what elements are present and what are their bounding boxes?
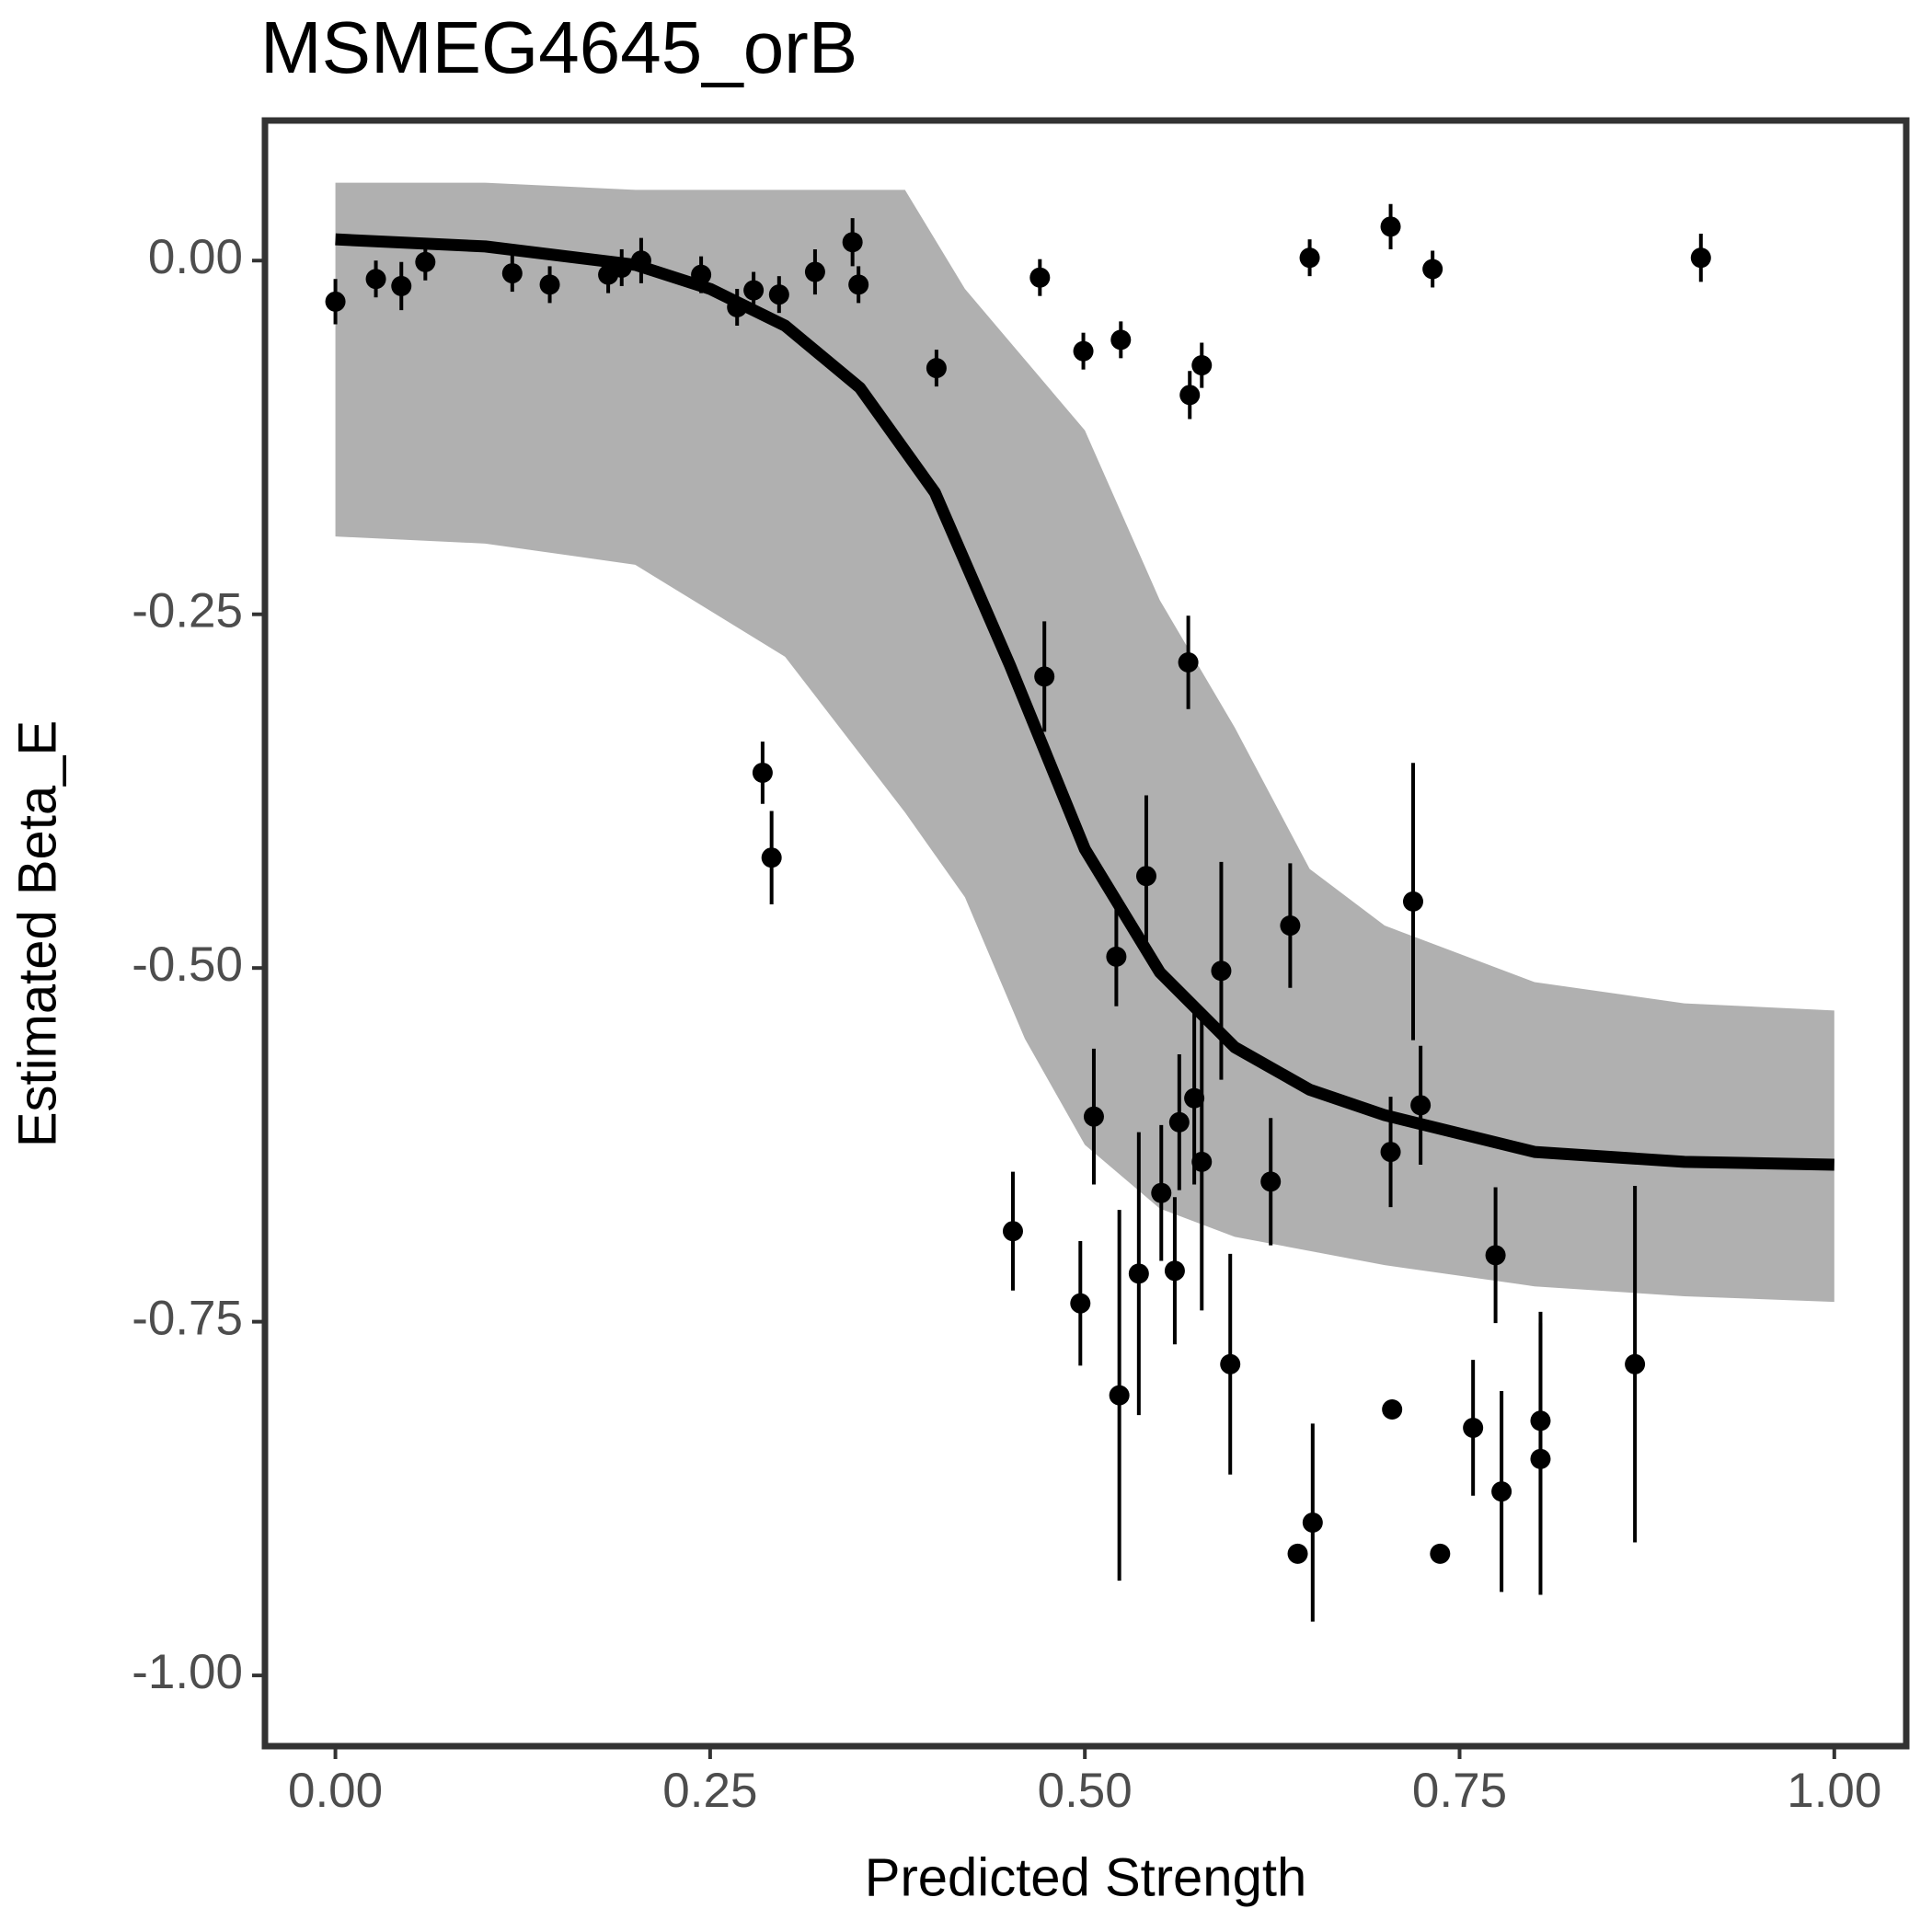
x-tick-label: 0.00 — [288, 1764, 383, 1818]
point — [1302, 1512, 1323, 1534]
point — [1184, 1087, 1205, 1109]
point — [1380, 1142, 1401, 1163]
point — [415, 251, 436, 272]
point — [1280, 915, 1301, 937]
point — [1168, 1111, 1190, 1133]
point — [1034, 666, 1055, 687]
x-tick-label: 1.00 — [1787, 1764, 1881, 1818]
point — [842, 232, 863, 253]
point — [1211, 960, 1232, 982]
point — [1070, 1293, 1091, 1314]
point — [1299, 247, 1320, 269]
point — [1135, 866, 1156, 887]
point — [630, 250, 651, 271]
point — [848, 274, 869, 295]
point — [539, 274, 560, 295]
point — [365, 269, 386, 290]
point — [1491, 1481, 1512, 1502]
point — [1073, 340, 1094, 362]
point — [325, 291, 346, 312]
point — [761, 847, 782, 868]
point — [1029, 267, 1051, 288]
point — [1110, 329, 1132, 351]
x-tick-label: 0.50 — [1038, 1764, 1133, 1818]
fit-line — [335, 233, 1834, 1171]
point — [1083, 1106, 1104, 1127]
point — [926, 358, 947, 379]
point — [1382, 1398, 1403, 1420]
point — [611, 257, 632, 278]
point — [691, 264, 712, 285]
point — [1151, 1182, 1172, 1203]
panel-border — [261, 117, 1910, 1750]
point — [1485, 1245, 1506, 1266]
point — [501, 263, 523, 284]
point — [391, 275, 412, 296]
y-tick-label: 0.00 — [148, 230, 243, 284]
point — [1164, 1260, 1185, 1282]
point — [727, 296, 748, 317]
point — [1260, 1171, 1282, 1192]
point — [1220, 1353, 1241, 1374]
uncertainty-band — [335, 182, 1834, 1303]
point — [1402, 891, 1423, 912]
point — [1128, 1263, 1149, 1284]
point — [743, 280, 765, 301]
point — [1109, 1385, 1130, 1406]
point — [1380, 216, 1401, 237]
point — [1191, 355, 1213, 376]
y-axis-title: Estimated Beta_E — [7, 720, 67, 1147]
point — [1530, 1448, 1551, 1469]
point — [804, 261, 825, 282]
y-tick-label: -0.75 — [132, 1292, 243, 1346]
point — [1625, 1353, 1646, 1374]
point — [1690, 247, 1711, 269]
point — [1410, 1095, 1432, 1116]
point — [1430, 1543, 1451, 1564]
y-tick-label: -0.25 — [132, 584, 243, 638]
point — [752, 762, 773, 783]
point — [1178, 652, 1199, 673]
point — [1106, 946, 1127, 967]
point — [1191, 1151, 1213, 1172]
chart-title: MSMEG4645_orB — [260, 6, 857, 88]
point — [1422, 259, 1443, 280]
point — [1002, 1221, 1023, 1242]
x-tick-label: 0.25 — [662, 1764, 757, 1818]
point — [1287, 1543, 1308, 1564]
x-axis-title: Predicted Strength — [865, 1847, 1306, 1907]
x-tick-label: 0.75 — [1412, 1764, 1507, 1818]
point — [768, 284, 789, 305]
y-tick-label: -1.00 — [132, 1645, 243, 1699]
point — [1179, 385, 1201, 406]
point — [1463, 1417, 1484, 1438]
y-tick-label: -0.50 — [132, 937, 243, 992]
